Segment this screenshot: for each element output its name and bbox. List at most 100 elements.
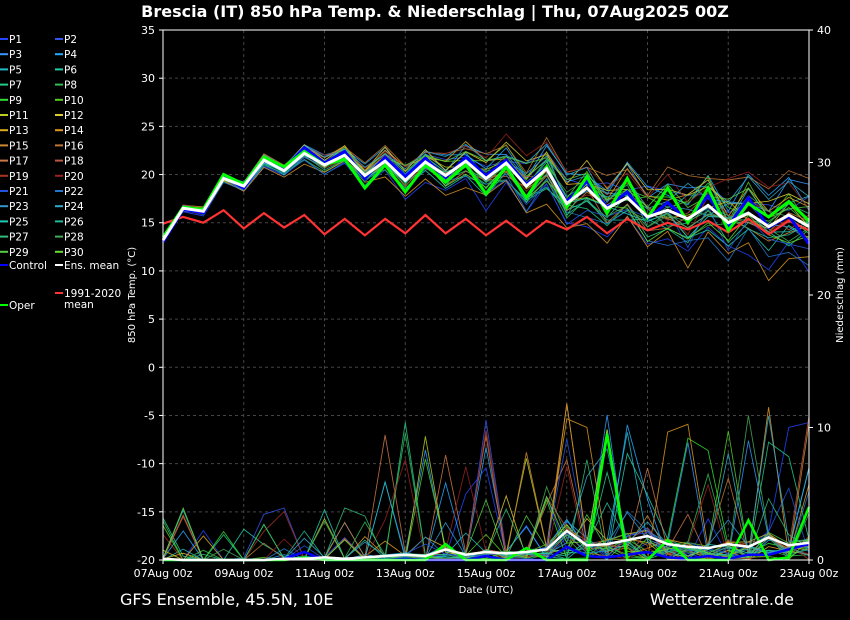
legend-label: P13 [9,125,29,137]
y-tick-label: -10 [137,458,155,471]
legend-item: Ens. mean [55,260,119,272]
legend: P1 P2 P3 P4 P5 P6 P7 P8 P9 P10 P11 P12 P13 P14 P15 P16 P… [0,34,121,312]
y-tick-label: -15 [137,506,155,519]
legend-item: P29 [0,247,29,259]
y-tick-label: 30 [141,72,155,85]
member-temp-line [162,158,810,273]
legend-label: P6 [64,64,77,76]
legend-label: P8 [64,80,77,92]
legend-item: P12 [55,110,84,122]
y-tick-label: 0 [148,361,155,374]
y2-tick-label: 20 [817,289,831,302]
legend-label: P26 [64,216,84,228]
legend-label: P11 [9,110,29,122]
legend-item: P18 [55,156,84,168]
legend-item: P14 [55,125,84,137]
y2-tick-label: 40 [817,24,831,37]
legend-item: P20 [55,171,84,183]
member-precip-line [162,430,810,561]
legend-item: P4 [55,49,77,61]
legend-item: P27 [0,232,29,244]
x-tick-label: 23Aug 00z [780,567,839,580]
legend-item: P26 [55,216,84,228]
legend-item: P2 [55,34,77,46]
climate-mean-line [162,208,810,238]
y-tick-label: 35 [141,24,155,37]
y2-axis-label: Niederschlag (mm) [835,247,846,343]
footer-brand: Wetterzentrale.de [650,590,794,609]
legend-label: P10 [64,95,84,107]
legend-label: P16 [64,140,84,152]
legend-label: P20 [64,171,84,183]
legend-item: P1 [0,34,22,46]
legend-item: P6 [55,64,77,76]
legend-item: P19 [0,171,29,183]
chart-title: Brescia (IT) 850 hPa Temp. & Niederschla… [141,2,729,22]
legend-label: P15 [9,140,29,152]
legend-label: P29 [9,247,29,259]
legend-item: P17 [0,156,29,168]
legend-label: Oper [9,300,35,312]
legend-label: P18 [64,156,84,168]
legend-item: P28 [55,232,84,244]
x-tick-label: 21Aug 00z [699,567,758,580]
legend-item: P7 [0,80,22,92]
legend-label: P14 [64,125,84,137]
x-tick-label: 13Aug 00z [376,567,435,580]
legend-label: P5 [9,64,22,76]
legend-item: P8 [55,80,77,92]
y2-axis-ticks: 40 30 20 10 0 [809,24,831,567]
legend-item: P24 [55,201,84,213]
legend-label: 1991-2020 [64,288,121,300]
legend-label: P19 [9,171,29,183]
y-tick-label: 25 [141,120,155,133]
legend-label: P17 [9,156,29,168]
legend-item: P22 [55,186,84,198]
legend-label: P3 [9,49,22,61]
legend-item: P11 [0,110,29,122]
x-tick-label: 11Aug 00z [295,567,354,580]
y-tick-label: 20 [141,169,155,182]
legend-label: P7 [9,80,22,92]
legend-label: P4 [64,49,77,61]
y-tick-label: 10 [141,265,155,278]
x-axis-label: Date (UTC) [459,585,514,596]
legend-item: P16 [55,140,84,152]
legend-item: P15 [0,140,29,152]
y2-tick-label: 30 [817,157,831,170]
legend-label: P9 [9,95,22,107]
oper-temp-line [161,149,811,239]
legend-label: P12 [64,110,84,122]
x-tick-label: 07Aug 00z [134,567,193,580]
ens-mean-temp-line [161,151,810,241]
legend-item: P3 [0,49,22,61]
legend-item: P5 [0,64,22,76]
member-precip-line [162,429,810,561]
legend-label: P21 [9,186,29,198]
legend-label: mean [64,299,94,311]
legend-label: P27 [9,232,29,244]
member-temp-line [162,136,810,238]
legend-item: P10 [55,95,84,107]
x-tick-label: 15Aug 00z [457,567,516,580]
legend-item: Oper [0,300,35,312]
legend-label: P30 [64,247,84,259]
legend-item: P25 [0,216,29,228]
legend-item: P21 [0,186,29,198]
y-axis-label: 850 hPa Temp. (°C) [127,247,138,343]
y-tick-label: -5 [144,409,155,422]
x-tick-label: 19Aug 00z [618,567,677,580]
legend-label: Ens. mean [64,260,119,272]
y-tick-label: 5 [148,313,155,326]
y2-tick-label: 10 [817,422,831,435]
x-tick-label: 17Aug 00z [537,567,596,580]
member-temp-line [162,159,810,266]
y2-tick-label: 0 [817,554,824,567]
y-tick-label: -20 [137,554,155,567]
legend-item: P9 [0,95,22,107]
legend-item: P13 [0,125,29,137]
legend-label: P23 [9,201,29,213]
